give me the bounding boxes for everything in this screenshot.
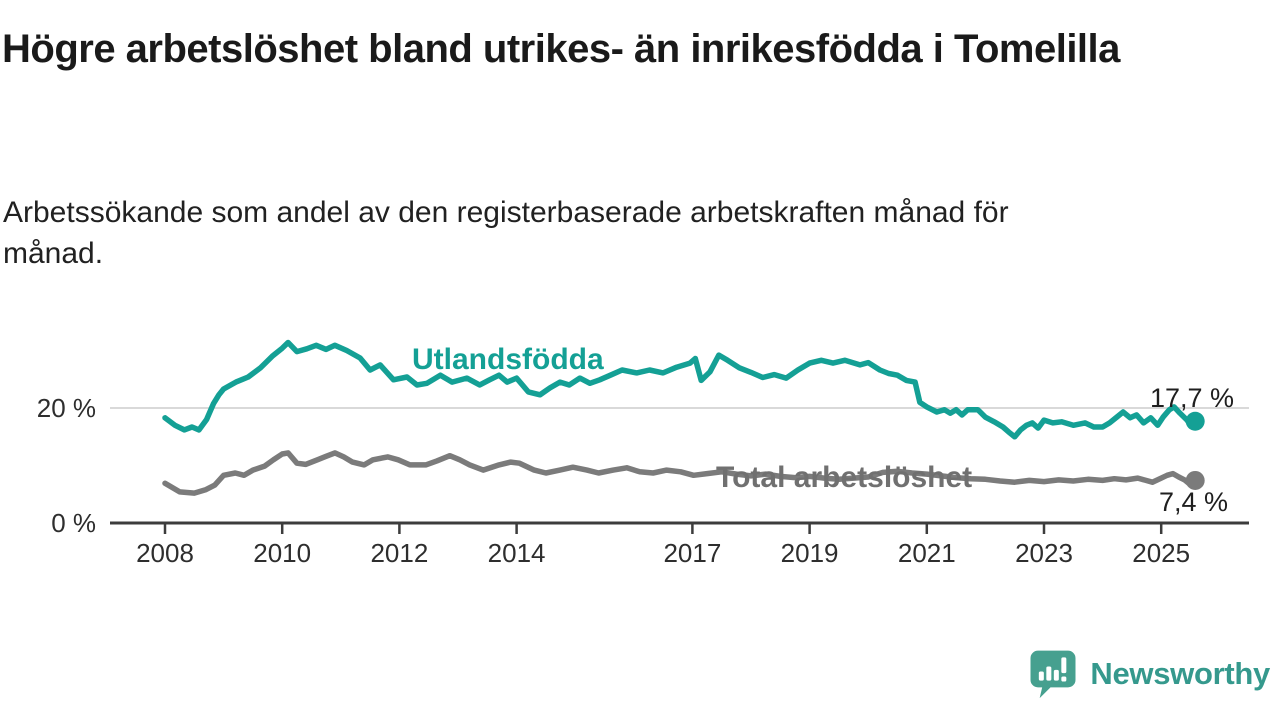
page-subtitle: Arbetssökande som andel av den registerb… [3,196,1009,270]
x-tick-label: 2010 [253,538,311,568]
x-tick-label: 2012 [370,538,428,568]
series-line-total [162,450,1198,496]
x-tick-label: 2019 [781,538,839,568]
newsworthy-logo-icon [1030,650,1076,699]
value-label: 17,7 % [1150,383,1234,413]
newsworthy-brand-text: Newsworthy [1090,656,1270,691]
y-tick-label: 20 % [37,393,96,423]
series-line-utlandsfodda [162,339,1198,440]
series-end-dot [1185,470,1205,490]
value-label: 7,4 % [1159,487,1228,517]
series-label: Total arbetslöshet [716,461,972,494]
x-tick-label: 2023 [1015,538,1073,568]
series-label: Utlandsfödda [412,343,604,376]
x-tick-label: 2021 [898,538,956,568]
x-tick-label: 2017 [663,538,721,568]
y-tick-label: 0 % [51,508,96,538]
x-tick-label: 2008 [136,538,194,568]
brand-footer: Newsworthy [1028,648,1270,700]
page-title: Högre arbetslöshet bland utrikes- än inr… [2,27,1120,71]
series-end-dot [1185,411,1205,431]
x-tick-label: 2014 [488,538,546,568]
x-tick-label: 2025 [1132,538,1190,568]
